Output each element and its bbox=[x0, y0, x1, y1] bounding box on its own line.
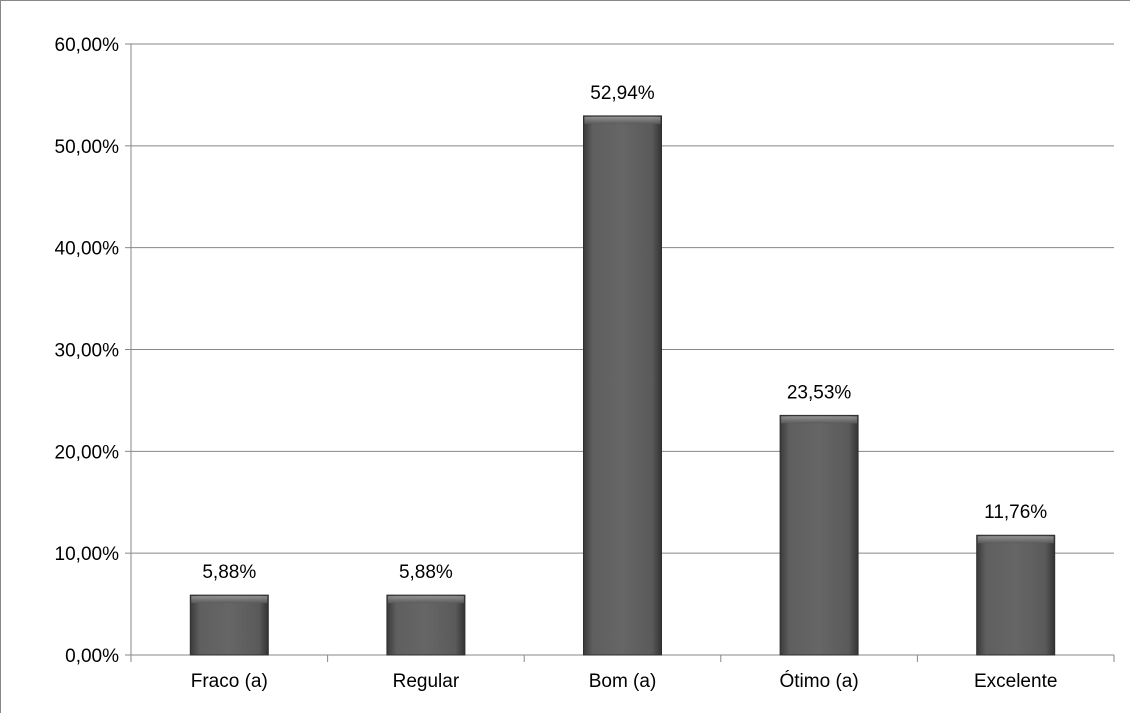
x-tick-label: Regular bbox=[393, 671, 460, 692]
x-tick-label: Excelente bbox=[974, 671, 1057, 692]
y-tick-label: 10,00% bbox=[55, 544, 120, 565]
bar-body bbox=[779, 414, 859, 656]
bar-layer bbox=[189, 115, 1056, 656]
y-tick-label: 60,00% bbox=[55, 35, 120, 56]
x-tick-label: Ótimo (a) bbox=[780, 670, 859, 692]
data-label: 5,88% bbox=[399, 562, 453, 583]
y-tick-label: 40,00% bbox=[55, 239, 120, 260]
bar-bevel bbox=[584, 116, 661, 124]
bar-body bbox=[189, 594, 269, 656]
bar-bevel bbox=[781, 416, 858, 424]
data-label: 11,76% bbox=[984, 502, 1047, 523]
data-label: 52,94% bbox=[590, 83, 655, 104]
bar bbox=[583, 115, 662, 656]
bar bbox=[779, 414, 859, 656]
x-tick-label: Fraco (a) bbox=[191, 671, 268, 692]
y-tick-label: 30,00% bbox=[55, 341, 120, 362]
bar-body bbox=[386, 594, 466, 656]
bar bbox=[976, 534, 1056, 656]
bar-bevel bbox=[977, 536, 1054, 544]
x-tick-label: Bom (a) bbox=[589, 671, 657, 692]
data-label: 23,53% bbox=[787, 382, 852, 403]
y-tick-label: 50,00% bbox=[55, 137, 120, 158]
bar bbox=[189, 594, 269, 656]
data-label: 5,88% bbox=[202, 562, 256, 583]
bar bbox=[386, 594, 466, 656]
y-tick-label: 20,00% bbox=[55, 442, 120, 463]
bar-bevel bbox=[387, 596, 464, 604]
bar-body bbox=[976, 534, 1056, 656]
y-tick-label: 0,00% bbox=[65, 646, 119, 667]
label-layer: 0,00% 10,00% 20,00% 30,00% 40,00% 50,00% 60,00… bbox=[55, 35, 1058, 692]
bar-body bbox=[583, 115, 662, 656]
bar-bevel bbox=[191, 596, 268, 604]
